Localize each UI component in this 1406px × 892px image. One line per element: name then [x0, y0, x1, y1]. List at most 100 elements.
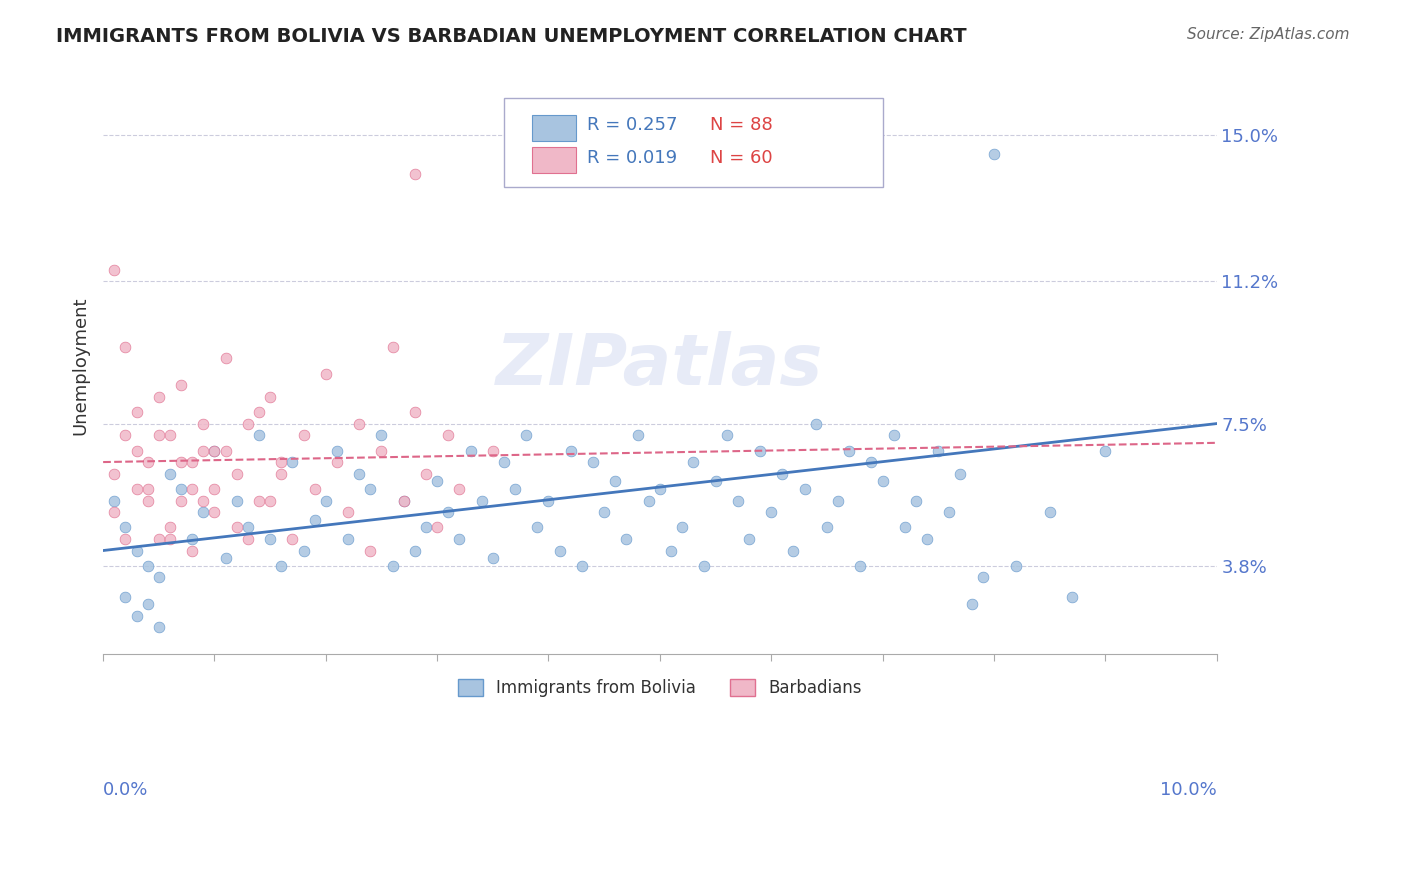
Point [337, 532, 360, 546]
Point [593, 505, 616, 519]
Point [727, 493, 749, 508]
Point [381, 558, 404, 573]
Point [247, 493, 270, 508]
Point [704, 475, 727, 489]
Point [927, 443, 949, 458]
Point [849, 558, 872, 573]
Point [125, 443, 148, 458]
Text: R = 0.257: R = 0.257 [588, 116, 678, 135]
Point [347, 417, 370, 431]
Point [626, 428, 648, 442]
Point [838, 443, 860, 458]
Point [114, 340, 136, 354]
Point [659, 543, 682, 558]
Point [894, 520, 917, 534]
Point [770, 467, 793, 481]
Point [872, 475, 894, 489]
Point [204, 443, 226, 458]
Point [125, 405, 148, 419]
Text: 0.0%: 0.0% [103, 781, 149, 799]
Point [315, 493, 337, 508]
Point [426, 520, 449, 534]
Point [426, 475, 449, 489]
Point [938, 505, 960, 519]
Point [648, 482, 671, 496]
Point [1005, 558, 1028, 573]
Point [571, 558, 593, 573]
Point [114, 532, 136, 546]
Point [259, 532, 281, 546]
Point [537, 493, 560, 508]
Point [236, 520, 259, 534]
Point [204, 482, 226, 496]
Point [136, 558, 159, 573]
Text: IMMIGRANTS FROM BOLIVIA VS BARBADIAN UNEMPLOYMENT CORRELATION CHART: IMMIGRANTS FROM BOLIVIA VS BARBADIAN UNE… [56, 27, 967, 45]
Text: 10.0%: 10.0% [1160, 781, 1216, 799]
Point [782, 543, 804, 558]
Point [281, 532, 304, 546]
Point [236, 417, 259, 431]
Point [204, 505, 226, 519]
Point [392, 493, 415, 508]
Point [449, 532, 471, 546]
Point [148, 620, 170, 634]
Point [1094, 443, 1116, 458]
Point [337, 505, 360, 519]
Point [370, 443, 392, 458]
Point [1060, 590, 1083, 604]
Point [148, 532, 170, 546]
Point [170, 493, 193, 508]
Point [471, 493, 494, 508]
Point [292, 428, 315, 442]
Point [1038, 505, 1060, 519]
Point [148, 428, 170, 442]
Point [415, 520, 437, 534]
FancyBboxPatch shape [503, 97, 883, 187]
Point [548, 543, 571, 558]
Point [915, 532, 938, 546]
Point [270, 455, 292, 469]
Point [170, 378, 193, 392]
Point [270, 467, 292, 481]
Point [193, 443, 215, 458]
Point [247, 405, 270, 419]
Point [515, 428, 537, 442]
Point [159, 467, 181, 481]
Point [359, 543, 381, 558]
Legend: Immigrants from Bolivia, Barbadians: Immigrants from Bolivia, Barbadians [451, 673, 868, 704]
Point [883, 428, 905, 442]
Point [148, 390, 170, 404]
Text: ZIPatlas: ZIPatlas [496, 332, 824, 401]
Point [259, 390, 281, 404]
Point [103, 262, 125, 277]
Point [404, 167, 426, 181]
Point [482, 551, 505, 566]
Point [326, 455, 349, 469]
Point [103, 493, 125, 508]
Point [738, 532, 761, 546]
Point [193, 493, 215, 508]
Point [236, 532, 259, 546]
Point [125, 482, 148, 496]
Point [214, 351, 236, 366]
Point [404, 405, 426, 419]
Bar [531, 146, 576, 173]
Point [503, 482, 526, 496]
Point [181, 532, 204, 546]
Bar [531, 115, 576, 141]
Point [972, 570, 994, 584]
Point [114, 590, 136, 604]
Point [225, 493, 247, 508]
Point [170, 482, 193, 496]
Y-axis label: Unemployment: Unemployment [72, 297, 89, 435]
Point [214, 551, 236, 566]
Point [437, 428, 460, 442]
Point [170, 455, 193, 469]
Point [214, 443, 236, 458]
Point [716, 428, 738, 442]
Point [193, 505, 215, 519]
Point [392, 493, 415, 508]
Point [304, 482, 326, 496]
Point [793, 482, 815, 496]
Point [347, 467, 370, 481]
